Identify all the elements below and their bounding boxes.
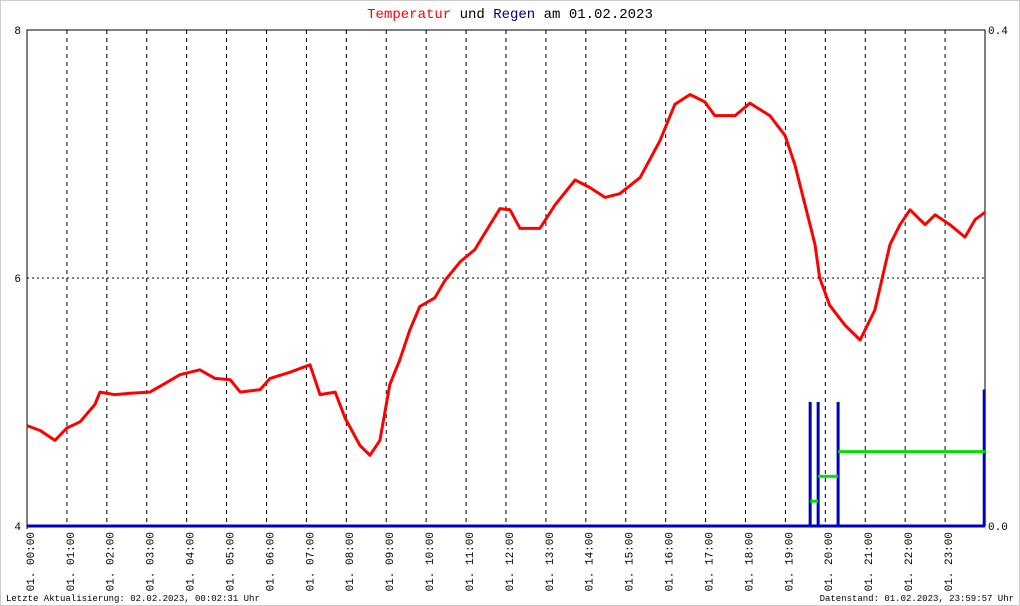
y-tick-label: 6 [14, 274, 21, 286]
x-tick-label: 01. 02:00 [106, 532, 118, 591]
x-tick-label: 01. 22:00 [904, 532, 916, 591]
title-rain: Regen [493, 7, 535, 23]
x-tick-label: 01. 18:00 [744, 532, 756, 591]
title-und: und [460, 7, 485, 23]
x-tick-label: 01. 04:00 [186, 532, 198, 591]
x-tick-label: 01. 06:00 [265, 532, 277, 591]
y2-tick-label: 0.4 [988, 26, 1008, 38]
x-tick-label: 01. 21:00 [864, 532, 876, 591]
x-tick-label: 01. 19:00 [784, 532, 796, 591]
x-tick-label: 01. 00:00 [26, 532, 38, 591]
footer-left: Letzte Aktualisierung: 02.02.2023, 00:02… [6, 594, 260, 604]
rain-bar [836, 402, 840, 526]
x-tick-label: 01. 17:00 [704, 532, 716, 591]
rain-bar [816, 402, 820, 526]
x-tick-label: 01. 13:00 [545, 532, 557, 591]
x-tick-label: 01. 23:00 [944, 532, 956, 591]
rain-bar [808, 402, 812, 526]
temperature-line [26, 93, 986, 457]
y2-tick-label: 0.0 [988, 522, 1008, 534]
x-tick-label: 01. 10:00 [425, 532, 437, 591]
x-tick-label: 01. 11:00 [465, 532, 477, 591]
x-tick-label: 01. 15:00 [625, 532, 637, 591]
x-tick-label: 01. 01:00 [66, 532, 78, 591]
footer-right: Datenstand: 01.02.2023, 23:59:57 Uhr [820, 594, 1014, 604]
y-tick-label: 8 [14, 26, 21, 38]
chart-title: Temperatur und Regen am 01.02.2023 [367, 7, 653, 23]
x-tick-label: 01. 16:00 [665, 532, 677, 591]
title-date: am 01.02.2023 [544, 7, 653, 23]
x-tick-label: 01. 09:00 [385, 532, 397, 591]
x-tick-label: 01. 03:00 [146, 532, 158, 591]
rain-bar [982, 389, 986, 526]
x-tick-label: 01. 20:00 [824, 532, 836, 591]
x-tick-label: 01. 14:00 [585, 532, 597, 591]
x-tick-label: 01. 12:00 [505, 532, 517, 591]
x-tick-label: 01. 08:00 [345, 532, 357, 591]
y-tick-label: 4 [14, 522, 21, 534]
x-tick-label: 01. 07:00 [305, 532, 317, 591]
x-tick-label: 01. 05:00 [225, 532, 237, 591]
title-temp: Temperatur [367, 7, 451, 23]
